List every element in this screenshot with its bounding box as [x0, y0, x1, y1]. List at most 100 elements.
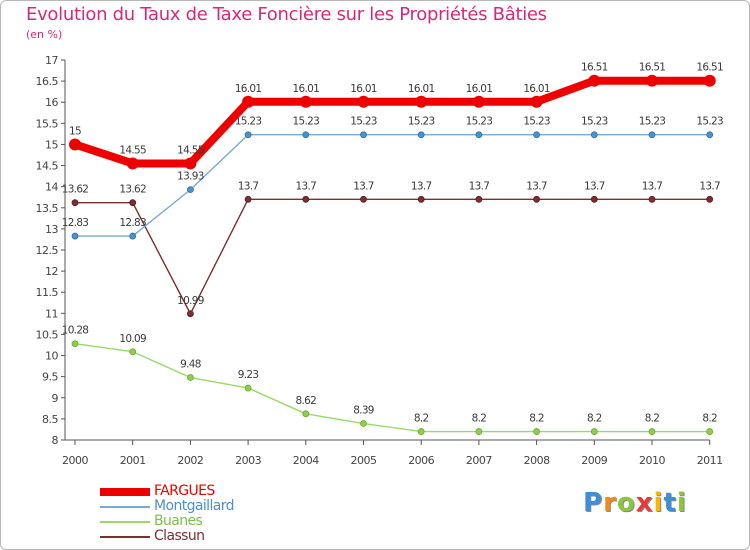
data-label-buanes: 8.2 — [645, 413, 660, 425]
data-point-montgaillard — [360, 131, 367, 139]
data-point-classun — [533, 195, 540, 203]
data-point-classun — [648, 195, 656, 203]
x-tick-label: 2009 — [581, 454, 607, 467]
y-tick-label: 10 — [45, 350, 58, 363]
legend-item-classun: Classun — [100, 528, 320, 544]
data-point-montgaillard — [302, 131, 310, 139]
data-point-fargues — [703, 74, 716, 87]
data-label-fargues: 14.55 — [119, 144, 146, 156]
data-label-montgaillard: 15.23 — [235, 116, 262, 128]
y-tick-label: 15 — [45, 138, 58, 151]
data-label-fargues: 16.51 — [639, 62, 666, 74]
y-tick-label: 12 — [45, 265, 58, 278]
data-point-classun — [475, 195, 483, 203]
data-label-buanes: 8.2 — [472, 413, 487, 425]
data-point-montgaillard — [533, 131, 540, 139]
series-buanes: 10.28 10.09 9.48 9.23 8.62 8.39 8.2 8.2 8.2 8.2 8.… — [62, 325, 718, 435]
x-tick-label: 2001 — [120, 454, 146, 467]
data-point-fargues — [299, 95, 312, 108]
x-tick-label: 2003 — [235, 454, 261, 467]
data-label-fargues: 16.51 — [696, 62, 723, 74]
data-label-fargues: 16.01 — [293, 83, 320, 95]
logo-letter: t — [663, 488, 677, 518]
y-tick-label: 11 — [45, 307, 58, 320]
y-tick-label: 16.5 — [36, 75, 59, 88]
data-point-buanes — [417, 428, 425, 435]
data-point-fargues — [184, 157, 197, 170]
chart-title: Evolution du Taux de Taxe Foncière sur l… — [26, 4, 547, 25]
data-point-montgaillard — [648, 131, 656, 139]
data-label-montgaillard: 15.23 — [696, 116, 723, 128]
data-label-fargues: 14.55 — [177, 144, 204, 156]
data-label-montgaillard: 13.93 — [177, 171, 204, 183]
data-label-classun: 13.7 — [642, 180, 663, 192]
legend-swatch — [100, 488, 150, 496]
data-label-buanes: 9.23 — [238, 369, 259, 381]
data-label-classun: 13.7 — [699, 180, 720, 192]
data-point-fargues — [415, 95, 428, 108]
chart-legend: FARGUES Montgaillard Buanes Classun — [100, 483, 320, 544]
data-label-montgaillard: 15.23 — [581, 116, 608, 128]
x-tick-label: 2006 — [408, 454, 434, 467]
data-label-fargues: 16.01 — [235, 83, 262, 95]
data-point-buanes — [533, 428, 540, 435]
legend-swatch — [100, 506, 150, 508]
data-label-classun: 13.7 — [584, 180, 605, 192]
data-point-fargues — [69, 138, 81, 151]
data-point-montgaillard — [417, 131, 425, 139]
data-point-classun — [590, 195, 598, 203]
data-point-montgaillard — [706, 131, 714, 139]
y-tick-label: 14 — [45, 181, 58, 194]
data-point-classun — [71, 199, 79, 207]
data-label-montgaillard: 15.23 — [293, 116, 320, 128]
data-point-montgaillard — [71, 232, 79, 240]
data-point-classun — [417, 195, 425, 203]
data-point-fargues — [472, 95, 485, 108]
y-tick-label: 12.5 — [36, 244, 59, 257]
data-label-buanes: 10.28 — [62, 325, 89, 337]
data-label-classun: 13.7 — [526, 180, 547, 192]
series-fargues: 15 14.55 14.55 16.01 16.01 16.01 16.01 16.01 16.… — [69, 62, 724, 170]
legend-label: Montgaillard — [154, 498, 235, 514]
data-point-fargues — [242, 95, 255, 108]
data-point-montgaillard — [590, 131, 598, 139]
x-tick-label: 2008 — [524, 454, 550, 467]
data-label-buanes: 8.2 — [587, 413, 602, 425]
y-tick-label: 16 — [45, 96, 58, 109]
data-label-fargues: 16.01 — [408, 83, 435, 95]
series-line-montgaillard — [74, 134, 711, 237]
data-label-montgaillard: 12.83 — [62, 217, 89, 229]
data-point-classun — [244, 195, 252, 203]
legend-label: FARGUES — [154, 483, 215, 499]
series-line-buanes — [74, 343, 711, 433]
y-tick-label: 14.5 — [36, 160, 59, 173]
data-point-classun — [186, 310, 194, 318]
legend-item-buanes: Buanes — [100, 513, 320, 529]
x-tick-label: 2005 — [351, 454, 377, 467]
data-label-fargues: 16.01 — [466, 83, 493, 95]
data-point-classun — [129, 199, 137, 207]
legend-item-montgaillard: Montgaillard — [100, 498, 320, 514]
logo-letter: i — [653, 488, 664, 518]
logo-letter: o — [616, 488, 636, 518]
legend-label: Classun — [154, 528, 205, 544]
legend-label: Buanes — [154, 513, 203, 529]
y-tick-label: 13.5 — [36, 202, 59, 215]
data-point-buanes — [129, 348, 137, 356]
data-label-classun: 13.62 — [119, 184, 146, 196]
data-label-classun: 13.7 — [238, 180, 259, 192]
data-label-montgaillard: 15.23 — [523, 116, 550, 128]
series-classun: 13.62 13.62 10.99 13.7 13.7 13.7 13.7 13.7 13.7 1… — [62, 180, 721, 318]
x-tick-label: 2010 — [639, 454, 665, 467]
y-tick-label: 9.5 — [42, 371, 58, 384]
data-label-montgaillard: 15.23 — [350, 116, 377, 128]
data-point-montgaillard — [129, 232, 137, 240]
data-point-buanes — [706, 428, 714, 435]
x-tick-label: 2004 — [293, 454, 319, 467]
data-point-montgaillard — [186, 186, 194, 194]
legend-item-fargues: FARGUES — [100, 483, 320, 499]
data-label-fargues: 16.01 — [350, 83, 377, 95]
data-label-classun: 13.7 — [469, 180, 490, 192]
data-point-buanes — [590, 428, 598, 435]
